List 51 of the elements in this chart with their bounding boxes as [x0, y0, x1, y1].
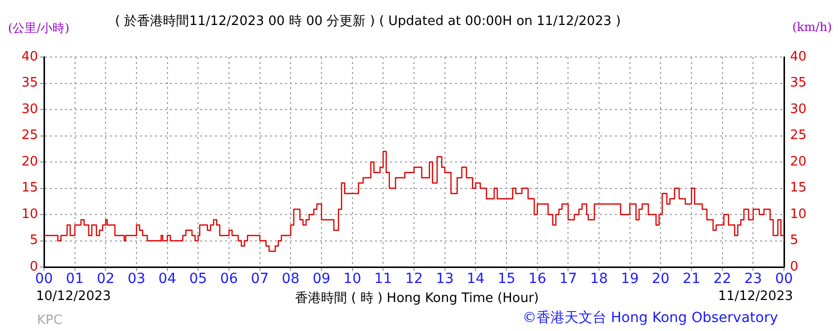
x-tick-label: 20	[652, 271, 670, 288]
y2-tick-label: 15	[790, 180, 807, 196]
text: KPC	[37, 313, 62, 328]
y-tick-label: 10	[21, 206, 38, 222]
text: 10/12/2023	[36, 289, 111, 304]
y-tick-label: 35	[21, 76, 38, 91]
x-tick-label: 03	[128, 271, 146, 288]
x-tick-label: 12	[405, 271, 423, 288]
y2-tick-label: 5	[790, 233, 798, 248]
y-tick-label: 5	[30, 233, 38, 248]
y2-tick-label: 35	[790, 76, 807, 91]
y-tick-label: 15	[21, 180, 38, 196]
y2-axis-title: (km/h)	[792, 20, 832, 34]
x-tick-label: 06	[220, 271, 238, 288]
x-tick-label: 14	[466, 271, 485, 288]
x-tick-label: 21	[682, 271, 700, 288]
x-tick-label: 17	[559, 271, 578, 288]
y-tick-label: 25	[21, 128, 38, 144]
text: ©香港天文台 Hong Kong Observatory	[522, 309, 778, 327]
y-tick-label: 40	[21, 49, 38, 64]
y2-tick-label: 10	[790, 206, 807, 222]
y2-tick-label: 30	[790, 102, 807, 117]
x-tick-label: 07	[250, 271, 269, 288]
x-tick-label: 04	[158, 271, 176, 288]
x-tick-label: 09	[312, 271, 330, 288]
y-axis-title: (公里/小時)	[8, 20, 70, 37]
y-tick-label: 30	[21, 102, 38, 117]
x-tick-label: 05	[189, 271, 208, 288]
x-tick-label: 10	[343, 271, 362, 288]
y-tick-label: 20	[21, 154, 38, 170]
x-tick-label: 00	[35, 271, 53, 288]
x-tick-label: 23	[744, 271, 762, 288]
x-axis-title: 香港時間 ( 時 ) Hong Kong Time (Hour)	[295, 290, 539, 307]
x-tick-label: 08	[282, 271, 300, 288]
x-tick-label: 00	[775, 271, 793, 288]
x-tick-label: 15	[498, 271, 516, 288]
y2-tick-label: 25	[790, 128, 807, 144]
x-tick-label: 11	[374, 271, 392, 288]
chart-title: ( 於香港時間11/12/2023 00 時 00 分更新 ) ( Updated at 00:00H on 11/12/2023 )	[115, 13, 621, 30]
x-tick-label: 13	[436, 271, 454, 288]
x-tick-label: 02	[96, 271, 115, 288]
x-tick-label: 01	[66, 271, 84, 288]
x-tick-label: 22	[713, 271, 732, 288]
x-tick-label: 18	[590, 271, 608, 288]
y-tick-label: 0	[30, 259, 38, 274]
y2-tick-label: 0	[790, 259, 798, 274]
y2-tick-label: 20	[790, 154, 807, 170]
y2-tick-label: 40	[790, 49, 807, 64]
x-tick-label: 16	[528, 271, 546, 288]
text: 11/12/2023	[718, 289, 793, 304]
x-tick-label: 19	[620, 271, 639, 288]
